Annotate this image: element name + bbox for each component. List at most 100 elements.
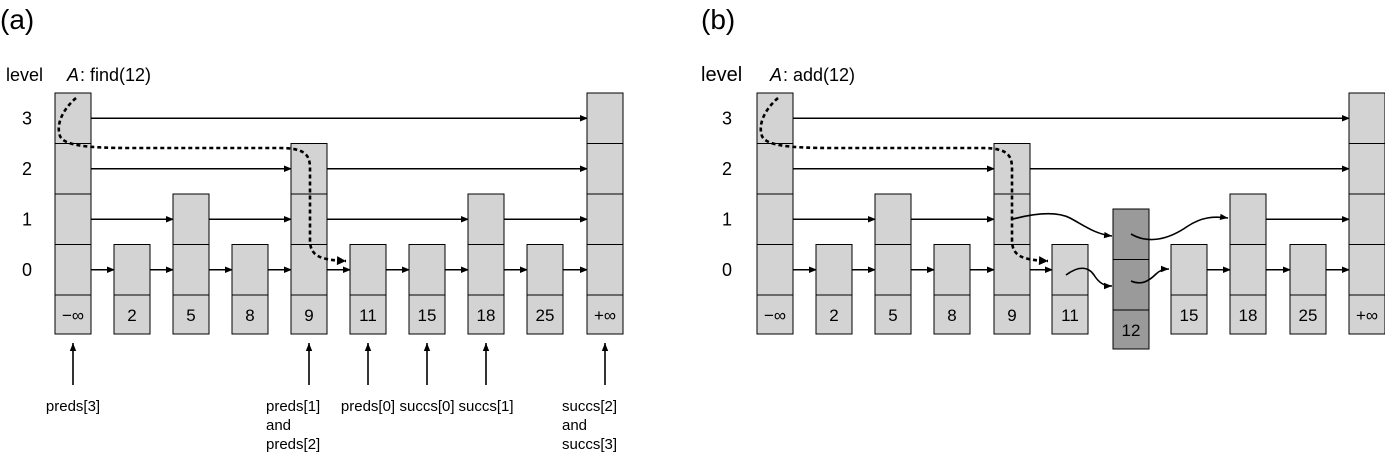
panel-a-search-path bbox=[57, 97, 347, 266]
panel-b-level-header: level bbox=[701, 64, 742, 86]
panel-a-op-var: A bbox=[66, 65, 79, 85]
pointer-label-line: preds[2] bbox=[266, 436, 320, 453]
node-key: 2 bbox=[829, 306, 838, 325]
node-box bbox=[586, 92, 624, 335]
pointer-label-line: succs[2] bbox=[562, 398, 617, 415]
node-box bbox=[1289, 244, 1327, 335]
b-level-label-0: 0 bbox=[722, 260, 732, 280]
node-key: 2 bbox=[127, 306, 136, 325]
node-box bbox=[172, 193, 210, 335]
node-key: 11 bbox=[1061, 306, 1079, 325]
a-node-25: 25 bbox=[526, 244, 564, 335]
node-key: 8 bbox=[245, 306, 254, 325]
b-node-18: 18 bbox=[1229, 193, 1267, 335]
node-key: −∞ bbox=[62, 306, 84, 325]
pointer-label-line: preds[3] bbox=[46, 398, 100, 415]
node-box bbox=[1051, 244, 1089, 335]
node-key: 8 bbox=[947, 306, 956, 325]
pointer-label-line: preds[1] bbox=[266, 398, 320, 415]
node-key: 9 bbox=[304, 306, 313, 325]
b-node-15: 15 bbox=[1170, 244, 1208, 335]
b-node-25: 25 bbox=[1289, 244, 1327, 335]
a-node-18: 18 bbox=[467, 193, 505, 335]
node-box bbox=[1229, 193, 1267, 335]
new-node-key: 12 bbox=[1122, 321, 1141, 340]
node-box bbox=[54, 92, 92, 335]
node-box bbox=[756, 92, 794, 335]
b-level-label-3: 3 bbox=[722, 108, 732, 128]
a-node-5: 5 bbox=[172, 193, 210, 335]
node-key: −∞ bbox=[764, 306, 786, 325]
node-key: +∞ bbox=[1356, 306, 1378, 325]
a-node-neg-inf: −∞ bbox=[54, 92, 92, 335]
pointer-label-line: succs[1] bbox=[458, 398, 513, 415]
node-key: 15 bbox=[418, 306, 437, 325]
node-box bbox=[526, 244, 564, 335]
panel-b-nodes: −∞ 2 5 8 9 11 15 18 25 +∞ bbox=[756, 92, 1385, 335]
node-box bbox=[815, 244, 853, 335]
b-node-5: 5 bbox=[874, 193, 912, 335]
panel-b-new-node-links bbox=[1012, 212, 1229, 290]
link-12-to-18-level1 bbox=[1130, 213, 1229, 241]
b-level-label-1: 1 bbox=[722, 209, 732, 229]
panel-a-level-numbers: 3 2 1 0 bbox=[22, 108, 32, 280]
pointer-succs1: succs[1] bbox=[458, 343, 514, 415]
node-box bbox=[467, 193, 505, 335]
panel-a-links bbox=[79, 115, 588, 273]
b-node-8: 8 bbox=[933, 244, 971, 335]
node-key: 15 bbox=[1180, 306, 1199, 325]
a-node-2: 2 bbox=[113, 244, 151, 335]
pointer-preds1: preds[1] and preds[2] bbox=[266, 343, 320, 453]
pointer-label-line: preds[0] bbox=[341, 398, 395, 415]
link-11-to-12-level0 bbox=[1065, 267, 1113, 290]
node-key: 18 bbox=[477, 306, 496, 325]
pointer-label-line: succs[3] bbox=[562, 436, 617, 453]
node-key: 25 bbox=[536, 306, 555, 325]
b-node-11: 11 bbox=[1051, 244, 1089, 335]
a-level-label-1: 1 bbox=[22, 209, 32, 229]
panel-b-label: (b) bbox=[701, 4, 735, 35]
b-node-2: 2 bbox=[815, 244, 853, 335]
b-node-neg-inf: −∞ bbox=[756, 92, 794, 335]
panel-a-op-text: : find(12) bbox=[80, 65, 151, 85]
a-node-pos-inf: +∞ bbox=[586, 92, 624, 335]
panel-b-op-var: A bbox=[769, 65, 782, 85]
node-key: 25 bbox=[1299, 306, 1318, 325]
node-box bbox=[1170, 244, 1208, 335]
node-key: 5 bbox=[888, 306, 897, 325]
a-node-8: 8 bbox=[231, 244, 269, 335]
node-key: 18 bbox=[1239, 306, 1258, 325]
link-12-to-15-level0 bbox=[1130, 265, 1170, 284]
node-box bbox=[933, 244, 971, 335]
node-box bbox=[349, 244, 387, 335]
node-box bbox=[408, 244, 446, 335]
new-node-box bbox=[1112, 208, 1150, 350]
pointer-preds0: preds[0] bbox=[341, 343, 395, 415]
node-key: 9 bbox=[1007, 306, 1016, 325]
link-9-to-12-level1 bbox=[1012, 212, 1113, 239]
a-level-label-0: 0 bbox=[22, 260, 32, 280]
panel-a-level-header: level bbox=[6, 65, 43, 85]
a-level-label-3: 3 bbox=[22, 108, 32, 128]
node-box bbox=[874, 193, 912, 335]
node-box bbox=[1348, 92, 1385, 335]
pointer-succs2: succs[2] and succs[3] bbox=[562, 343, 617, 453]
panel-b-search-path bbox=[759, 97, 1049, 266]
b-level-label-2: 2 bbox=[722, 159, 732, 179]
b-node-pos-inf: +∞ bbox=[1348, 92, 1385, 335]
a-node-11: 11 bbox=[349, 244, 387, 335]
panel-b-new-node-12: 12 bbox=[1112, 208, 1150, 350]
node-key: 11 bbox=[359, 306, 377, 325]
panel-a-nodes: −∞ 2 5 8 9 11 15 18 25 +∞ bbox=[54, 92, 624, 335]
node-box bbox=[231, 244, 269, 335]
panel-a: (a) level A : find(12) 3 2 1 0 −∞ 2 5 8 9 11 15 18… bbox=[0, 4, 624, 453]
node-key: +∞ bbox=[594, 306, 616, 325]
pointer-label-line: succs[0] bbox=[399, 398, 454, 415]
pointer-label-line: and bbox=[562, 417, 587, 434]
panel-a-label: (a) bbox=[0, 4, 34, 35]
pointer-succs0: succs[0] bbox=[399, 343, 455, 415]
pointer-label-line: and bbox=[266, 417, 291, 434]
